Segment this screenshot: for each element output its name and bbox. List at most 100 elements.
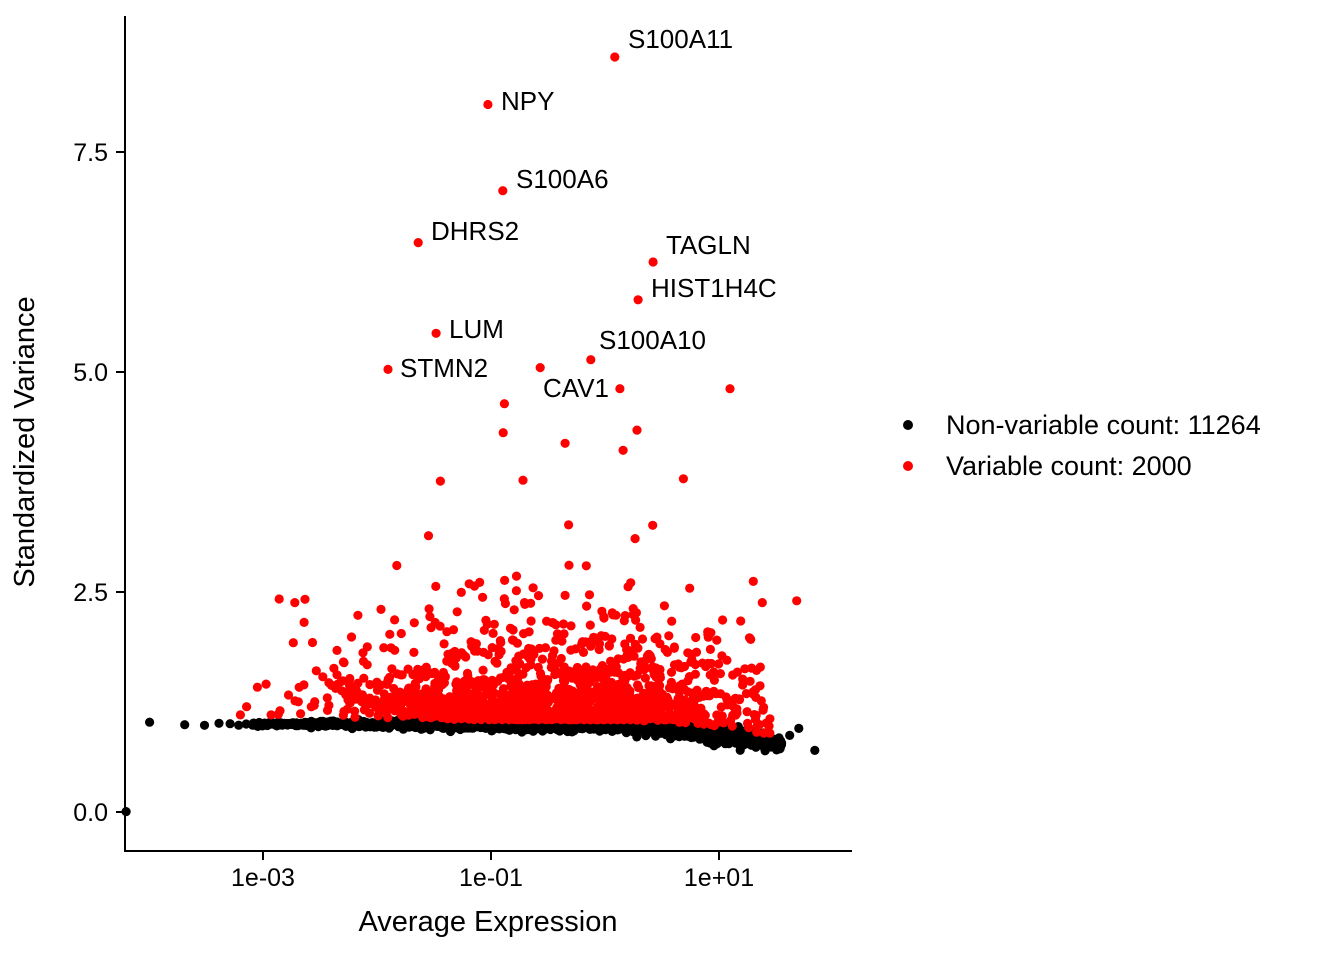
data-point	[738, 674, 748, 684]
data-point	[528, 704, 539, 715]
y-tick-label: 7.5	[73, 139, 108, 167]
data-point	[499, 399, 509, 409]
data-point	[611, 610, 621, 620]
data-point	[438, 721, 448, 731]
data-point	[641, 731, 651, 741]
data-point	[582, 670, 593, 680]
data-point	[680, 718, 691, 728]
data-point	[578, 647, 589, 658]
data-point	[358, 656, 369, 667]
data-point	[373, 709, 384, 720]
data-point	[714, 659, 724, 669]
data-point	[274, 594, 284, 604]
data-point	[448, 701, 458, 711]
data-point	[487, 675, 497, 686]
data-point	[552, 702, 562, 712]
data-point	[755, 681, 765, 691]
data-point	[357, 697, 367, 707]
data-point	[322, 693, 332, 703]
data-point	[448, 625, 459, 635]
data-point	[303, 721, 313, 731]
data-point	[353, 610, 363, 620]
data-point	[705, 691, 715, 701]
gene-point-S100A11	[610, 52, 620, 62]
x-tick-label: 1e-01	[459, 864, 523, 892]
data-point	[747, 663, 757, 673]
data-point	[336, 676, 346, 687]
x-axis-title: Average Expression	[358, 906, 617, 938]
data-point	[725, 384, 735, 394]
data-point	[745, 676, 755, 686]
data-point	[371, 701, 381, 711]
data-point	[499, 594, 509, 604]
data-point	[457, 648, 467, 658]
data-point	[367, 720, 378, 730]
data-point	[564, 560, 574, 570]
data-point	[652, 632, 662, 642]
data-point	[592, 670, 602, 680]
data-point	[470, 705, 480, 715]
data-point	[622, 644, 632, 655]
data-point	[417, 689, 427, 699]
data-point	[293, 697, 303, 707]
data-point	[690, 669, 701, 679]
gene-label-TAGLN: TAGLN	[666, 230, 751, 260]
data-point	[437, 680, 447, 690]
data-point	[329, 663, 339, 673]
data-point	[346, 632, 357, 642]
data-point	[450, 660, 460, 670]
y-tick-label: 5.0	[73, 359, 108, 387]
data-point	[296, 709, 306, 719]
data-point	[535, 363, 545, 373]
data-point	[566, 621, 576, 631]
data-point	[466, 637, 476, 647]
data-point	[379, 643, 389, 653]
data-point	[685, 583, 695, 593]
data-point	[688, 693, 698, 704]
data-point	[214, 718, 224, 728]
data-point	[742, 707, 752, 717]
data-point	[426, 623, 436, 633]
data-point	[121, 807, 131, 817]
data-point	[299, 680, 309, 690]
data-point	[645, 714, 655, 724]
data-point	[487, 689, 497, 699]
data-point	[309, 700, 319, 711]
data-point	[386, 643, 396, 653]
legend-swatch	[903, 461, 913, 471]
legend: Non-variable count: 11264 Variable count:…	[903, 410, 1261, 481]
data-point	[376, 604, 386, 615]
data-point	[332, 721, 342, 731]
data-point	[270, 718, 280, 729]
y-axis-ticks: 0.0 2.5 5.0 7.5	[73, 139, 125, 827]
data-point	[599, 612, 609, 622]
data-point	[490, 712, 500, 722]
data-point	[387, 664, 397, 674]
data-point	[564, 712, 574, 722]
data-point	[560, 684, 570, 694]
data-point	[655, 673, 666, 683]
data-point	[423, 531, 434, 541]
data-point	[339, 706, 349, 717]
data-point	[748, 737, 758, 747]
data-point	[402, 719, 412, 729]
data-point	[691, 632, 701, 643]
data-point	[669, 643, 679, 653]
data-point	[603, 678, 613, 688]
data-point	[453, 707, 463, 717]
data-point	[490, 656, 500, 667]
data-point	[435, 476, 445, 486]
data-point	[585, 637, 596, 647]
data-point	[425, 712, 435, 722]
data-point	[696, 715, 706, 725]
data-point	[299, 617, 309, 628]
gene-label-NPY: NPY	[501, 86, 554, 116]
data-point	[635, 622, 645, 633]
data-point	[703, 627, 713, 637]
data-point	[674, 692, 684, 702]
data-point	[452, 607, 462, 617]
data-point	[469, 581, 480, 591]
data-point	[751, 710, 761, 720]
data-point	[443, 649, 453, 659]
data-point	[606, 656, 616, 666]
